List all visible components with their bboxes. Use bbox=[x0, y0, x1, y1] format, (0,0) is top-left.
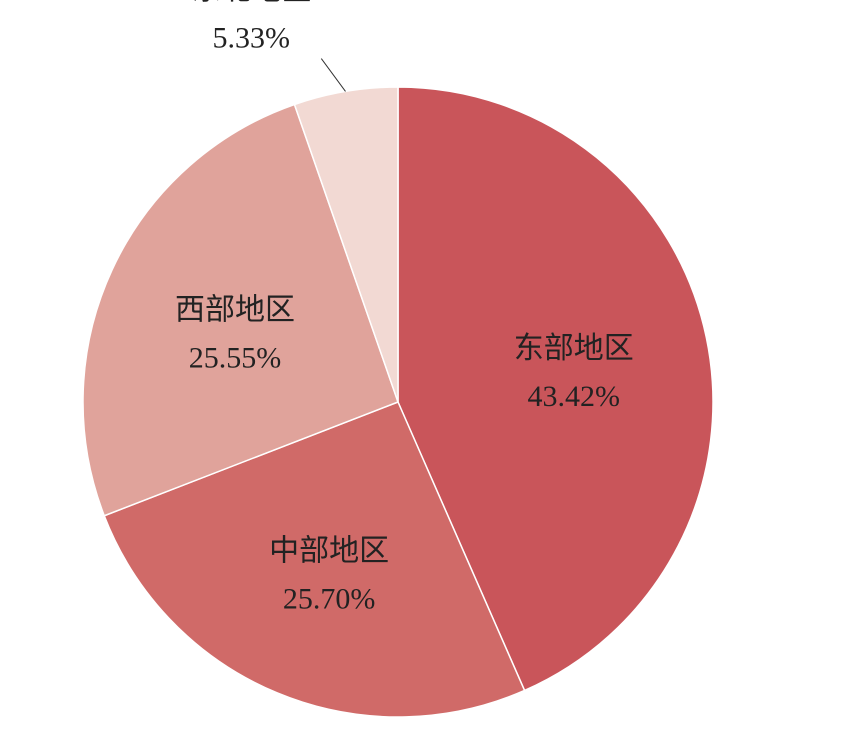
slice-value-label: 43.42% bbox=[527, 380, 620, 413]
pie-slice bbox=[82, 103, 399, 517]
slice-label: 东部地区 bbox=[514, 332, 634, 365]
slice-label: 西部地区 bbox=[175, 294, 295, 327]
slice-value-label: 25.70% bbox=[283, 583, 376, 616]
pie-slice bbox=[103, 401, 526, 718]
slice-label: 东北地区 bbox=[191, 0, 311, 6]
slice-value-label: 5.33% bbox=[213, 21, 291, 54]
slice-label: 中部地区 bbox=[269, 535, 389, 568]
slice-value-label: 25.55% bbox=[189, 342, 282, 375]
leader-line bbox=[320, 58, 346, 92]
pie-slice bbox=[397, 86, 714, 692]
